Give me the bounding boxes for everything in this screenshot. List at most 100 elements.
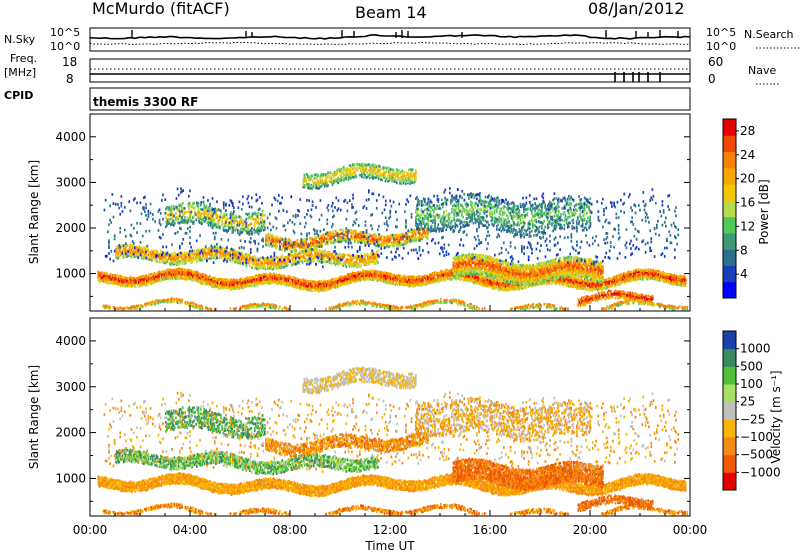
power-cell (685, 282, 687, 285)
power-cell (476, 306, 478, 309)
power-cell (684, 306, 686, 309)
power-cell (550, 307, 552, 310)
power-cell (440, 298, 442, 301)
power-cell (297, 239, 299, 242)
power-cell (179, 222, 181, 225)
power-cell (230, 260, 232, 263)
power-cell (148, 253, 150, 256)
power-cell (173, 298, 175, 301)
power-cell (249, 254, 251, 257)
noise-right-tick-bottom: 10^0 (706, 40, 736, 53)
cpid-text: themis 3300 RF (93, 95, 198, 109)
power-cell (171, 253, 173, 256)
power-cell (612, 307, 614, 310)
power-cell (219, 218, 221, 221)
power-cell (207, 308, 209, 311)
power-cell (148, 248, 150, 251)
power-cell (279, 305, 281, 308)
power-cell (261, 262, 263, 265)
power-cells (98, 162, 689, 310)
power-cell (157, 259, 159, 262)
power-cell (196, 260, 198, 263)
power-cell (324, 249, 326, 252)
power-cell (316, 249, 318, 252)
power-cell (143, 258, 145, 261)
noise-right-tick-top: 10^5 (706, 26, 736, 39)
power-cell (220, 212, 222, 215)
power-cell (306, 241, 308, 244)
power-cell (316, 236, 318, 239)
power-cell (482, 308, 484, 311)
power-cell (198, 205, 200, 208)
power-cell (456, 299, 458, 302)
power-cell (451, 302, 453, 305)
power-cell (291, 276, 293, 279)
cpid-panel: CPID themis 3300 RF (4, 88, 690, 110)
power-cell (184, 216, 186, 219)
power-cell (276, 245, 278, 248)
power-cell (427, 237, 429, 240)
power-cell (291, 241, 293, 244)
power-cell (563, 308, 565, 311)
power-cell (186, 217, 188, 220)
power-cell (253, 306, 255, 309)
power-cell (402, 306, 404, 309)
power-cell (311, 283, 313, 286)
power-cell (628, 302, 630, 305)
power-cell (527, 306, 529, 309)
power-cell (376, 257, 378, 260)
power-cell (304, 257, 306, 260)
power-cell (312, 255, 314, 258)
freq-panel: Freq. [MHz] Nave 18 8 60 0 (4, 52, 780, 86)
power-cell (397, 307, 399, 310)
freq-tick-top: 18 (62, 55, 77, 69)
power-cell (362, 241, 364, 244)
power-cell (265, 268, 267, 271)
power-cell (280, 266, 282, 269)
power-cell (186, 256, 188, 259)
power-cell (390, 244, 392, 247)
power-cell (294, 277, 296, 280)
power-cell (184, 251, 186, 254)
power-cell (303, 244, 305, 247)
power-cell (219, 225, 221, 228)
power-cell (266, 306, 268, 309)
date-title: 08/Jan/2012 (588, 0, 685, 18)
power-cell (441, 302, 443, 305)
power-cell (339, 233, 341, 236)
power-cell (281, 308, 283, 311)
freq-frame (90, 59, 690, 82)
power-cell (556, 307, 558, 310)
power-cell (131, 256, 133, 259)
power-cell (193, 256, 195, 259)
power-cell (222, 247, 224, 250)
power-cell (268, 245, 270, 248)
power-cell (246, 264, 248, 267)
power-cell (528, 304, 530, 307)
power-cell (211, 308, 213, 311)
power-cell (220, 210, 222, 213)
station-title: McMurdo (fitACF) (92, 0, 230, 18)
power-cell (567, 308, 569, 311)
power-cell (273, 236, 275, 239)
power-cell (355, 230, 357, 233)
power-cell (289, 247, 291, 250)
power-cell (251, 266, 253, 269)
power-cell (249, 265, 251, 268)
power-cell (202, 259, 204, 262)
power-cell (288, 279, 290, 282)
power-cell (124, 307, 126, 310)
power-cell (187, 301, 189, 304)
power-cell (174, 222, 176, 225)
power-cell (379, 303, 381, 306)
power-cell (393, 245, 395, 248)
power-cell (109, 306, 111, 309)
power-cell (674, 306, 676, 309)
power-cell (181, 301, 183, 304)
power-cell (375, 234, 377, 237)
power-cell (159, 261, 161, 264)
power-cell (116, 277, 118, 280)
power-cell (384, 307, 386, 310)
power-cell (136, 308, 138, 311)
